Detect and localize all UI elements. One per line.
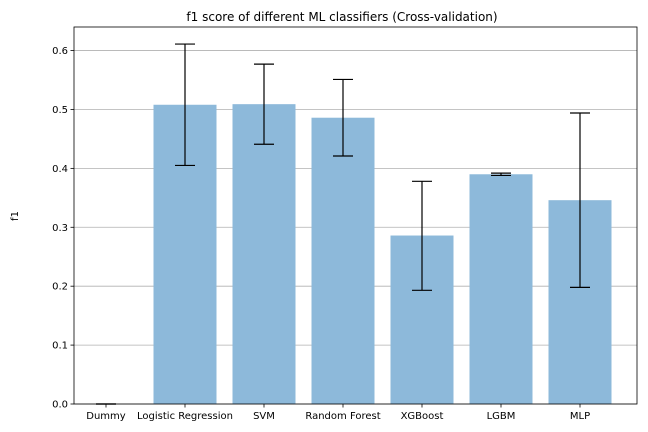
y-tick-label: 0.3 xyxy=(52,223,68,234)
x-tick-label: LGBM xyxy=(487,411,516,422)
y-axis-ticks: 0.0 0.1 0.2 0.3 0.4 0.5 0.6 xyxy=(52,46,74,411)
y-tick-label: 0.5 xyxy=(52,105,68,116)
bar xyxy=(311,117,375,404)
x-tick-label: XGBoost xyxy=(401,411,444,422)
x-tick-label: Logistic Regression xyxy=(137,411,233,422)
x-axis-ticks: Dummy Logistic Regression SVM Random Forest… xyxy=(86,404,590,422)
x-tick-label: Dummy xyxy=(86,411,126,422)
plot-frame xyxy=(73,26,638,405)
y-tick-label: 0.0 xyxy=(52,400,68,411)
y-tick-label: 0.4 xyxy=(52,164,68,175)
y-axis-label: f1 xyxy=(10,211,21,221)
y-tick-label: 0.1 xyxy=(52,341,68,352)
bar xyxy=(232,104,296,405)
x-tick-label: Random Forest xyxy=(305,411,380,422)
x-tick-label: MLP xyxy=(570,411,590,422)
chart-title: f1 score of different ML classifiers (Cr… xyxy=(186,10,497,24)
y-tick-label: 0.6 xyxy=(52,46,68,57)
error-bars xyxy=(96,43,590,405)
x-tick-label: SVM xyxy=(253,411,275,422)
y-tick-label: 0.2 xyxy=(52,282,68,293)
bar xyxy=(469,174,533,404)
